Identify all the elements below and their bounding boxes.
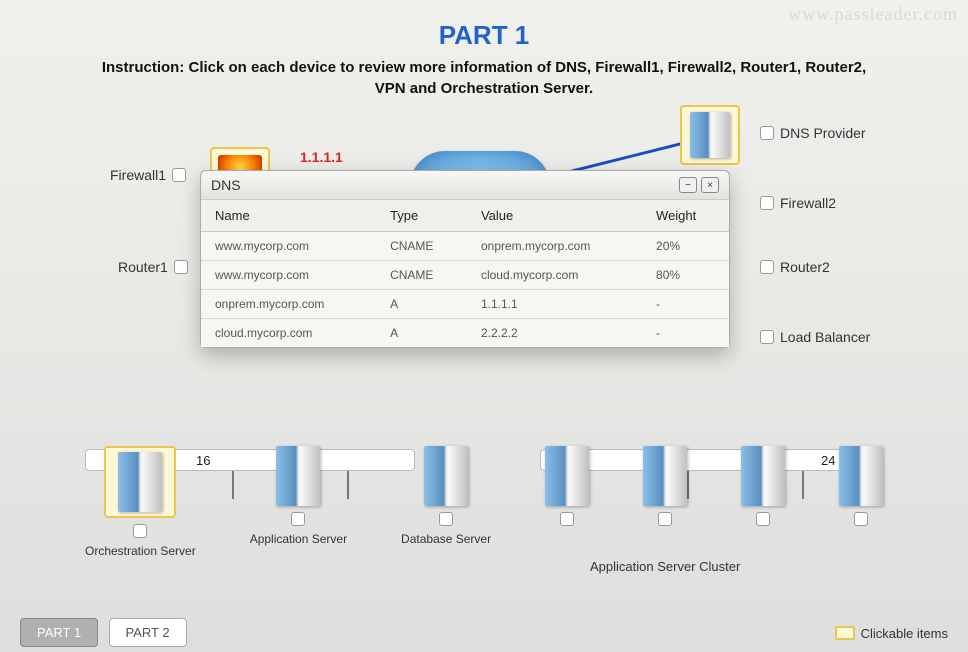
application-server[interactable]: Application Server [250, 446, 347, 572]
server-icon [424, 446, 468, 506]
cluster-server-2[interactable] [643, 446, 687, 572]
server-icon [690, 112, 730, 158]
cluster-server-3[interactable] [741, 446, 785, 572]
cluster-server-1[interactable] [545, 446, 589, 572]
table-cell: onprem.mycorp.com [201, 290, 376, 319]
table-cell: 20% [642, 232, 729, 261]
table-cell: 80% [642, 261, 729, 290]
table-row: cloud.mycorp.comA2.2.2.2- [201, 319, 729, 348]
server-icon [118, 452, 162, 512]
table-cell: A [376, 319, 467, 348]
app-server-label: Application Server [250, 532, 347, 560]
database-server[interactable]: Database Server [401, 446, 491, 572]
part1-button[interactable]: PART 1 [20, 618, 98, 647]
table-cell: www.mycorp.com [201, 261, 376, 290]
table-cell: A [376, 290, 467, 319]
dns-column-header: Name [201, 200, 376, 232]
dns-table: NameTypeValueWeight www.mycorp.comCNAMEo… [201, 200, 729, 347]
table-cell: www.mycorp.com [201, 232, 376, 261]
dns-column-header: Value [467, 200, 642, 232]
dns-column-header: Weight [642, 200, 729, 232]
legend: Clickable items [835, 626, 948, 641]
table-cell: CNAME [376, 261, 467, 290]
app-server-checkbox[interactable] [291, 512, 305, 526]
table-cell: cloud.mycorp.com [201, 319, 376, 348]
cluster4-checkbox[interactable] [854, 512, 868, 526]
orchestration-label: Orchestration Server [85, 544, 196, 572]
db-server-label: Database Server [401, 532, 491, 560]
table-cell: CNAME [376, 232, 467, 261]
instruction-text: Instruction: Click on each device to rev… [0, 51, 968, 99]
firewall1-ip: 1.1.1.1 [300, 149, 343, 165]
dns-popup: DNS − × NameTypeValueWeight www.mycorp.c… [200, 170, 730, 348]
legend-swatch [835, 626, 855, 640]
table-cell: 1.1.1.1 [467, 290, 642, 319]
bottom-server-row: Orchestration Server Application Server … [0, 446, 968, 572]
server-icon [839, 446, 883, 506]
cluster3-checkbox[interactable] [756, 512, 770, 526]
table-cell: cloud.mycorp.com [467, 261, 642, 290]
dns-column-header: Type [376, 200, 467, 232]
part2-button[interactable]: PART 2 [109, 618, 187, 647]
dns-provider-device[interactable] [680, 105, 740, 165]
table-cell: 2.2.2.2 [467, 319, 642, 348]
db-server-checkbox[interactable] [439, 512, 453, 526]
server-icon [276, 446, 320, 506]
server-icon [545, 446, 589, 506]
minimize-icon[interactable]: − [679, 177, 697, 193]
close-icon[interactable]: × [701, 177, 719, 193]
cluster-server-4[interactable] [839, 446, 883, 572]
table-row: onprem.mycorp.comA1.1.1.1- [201, 290, 729, 319]
table-row: www.mycorp.comCNAMEcloud.mycorp.com80% [201, 261, 729, 290]
server-icon [643, 446, 687, 506]
table-cell: - [642, 290, 729, 319]
popup-title: DNS [211, 177, 241, 193]
orchestration-server[interactable]: Orchestration Server [85, 446, 196, 572]
table-cell: onprem.mycorp.com [467, 232, 642, 261]
footer-bar: PART 1 PART 2 Clickable items [20, 624, 948, 642]
popup-header[interactable]: DNS − × [201, 171, 729, 200]
server-icon [741, 446, 785, 506]
cluster2-checkbox[interactable] [658, 512, 672, 526]
cluster1-checkbox[interactable] [560, 512, 574, 526]
watermark-text: www.passleader.com [788, 4, 958, 25]
orchestration-checkbox[interactable] [133, 524, 147, 538]
table-cell: - [642, 319, 729, 348]
table-row: www.mycorp.comCNAMEonprem.mycorp.com20% [201, 232, 729, 261]
